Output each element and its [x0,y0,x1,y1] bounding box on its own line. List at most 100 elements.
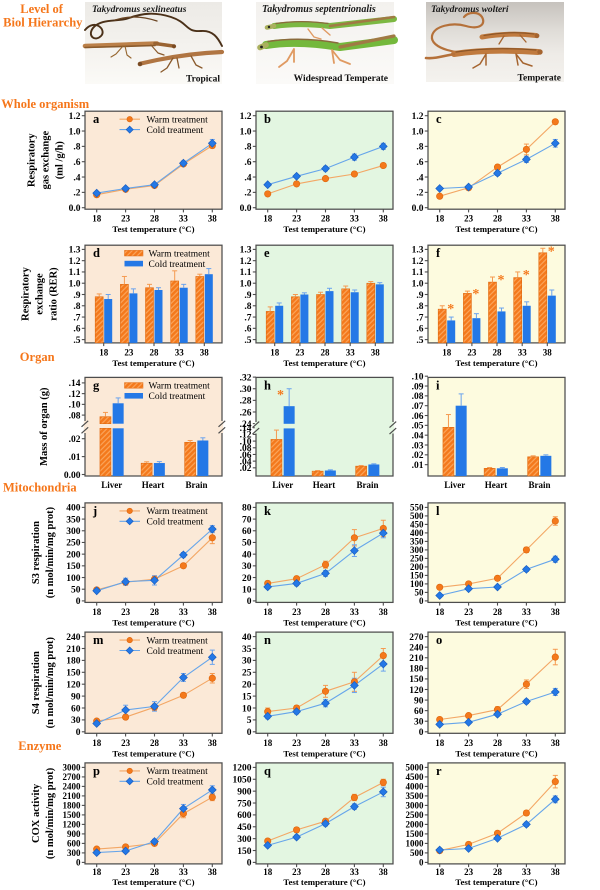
svg-text:38: 38 [379,738,389,748]
svg-text:.5: .5 [244,336,251,346]
svg-text:.12: .12 [240,431,252,441]
svg-text:1.0: 1.0 [240,280,252,290]
svg-text:1200: 1200 [233,764,252,774]
svg-text:.02: .02 [412,451,424,461]
svg-text:60: 60 [242,527,252,537]
svg-text:300: 300 [237,835,252,845]
svg-text:.02: .02 [69,435,81,445]
svg-text:1.3: 1.3 [69,246,81,256]
svg-text:.9: .9 [416,291,423,301]
svg-text:33: 33 [346,347,356,357]
svg-text:40: 40 [242,550,252,560]
svg-text:Test temperature (°C): Test temperature (°C) [112,877,194,887]
svg-text:Cold treatment: Cold treatment [147,126,204,136]
svg-text:2000: 2000 [406,820,425,830]
svg-text:.5: .5 [73,336,80,346]
svg-text:18: 18 [442,347,452,357]
svg-text:38: 38 [379,214,389,224]
svg-text:Test temperature (°C): Test temperature (°C) [283,748,365,758]
svg-text:350: 350 [410,537,424,547]
svg-text:23: 23 [292,607,302,617]
svg-text:0.00: 0.00 [64,471,81,481]
svg-text:.06: .06 [240,451,252,461]
svg-text:o: o [436,633,442,647]
svg-text:3000: 3000 [63,763,82,773]
svg-text:Takydromus septentrionalis: Takydromus septentrionalis [262,4,376,15]
svg-text:33: 33 [518,347,528,357]
svg-text:450: 450 [410,520,424,530]
svg-text:1.2: 1.2 [69,112,81,122]
svg-text:(ml /g/h): (ml /g/h) [55,141,66,180]
svg-text:1500: 1500 [63,810,82,820]
svg-text:.14: .14 [69,379,81,389]
svg-text:38: 38 [551,738,561,748]
svg-text:Heart: Heart [142,480,165,490]
svg-text:S4 respiration: S4 respiration [31,651,42,714]
svg-text:2500: 2500 [406,810,425,820]
svg-text:18: 18 [270,347,280,357]
svg-text:240: 240 [66,633,81,643]
svg-text:.04: .04 [240,457,252,467]
svg-text:23: 23 [124,347,134,357]
svg-text:23: 23 [121,867,131,877]
svg-text:18: 18 [92,738,102,748]
svg-text:33: 33 [179,738,189,748]
svg-text:500: 500 [410,511,424,521]
svg-text:150: 150 [66,562,81,572]
svg-text:23: 23 [464,738,474,748]
svg-text:20: 20 [242,681,252,691]
svg-text:Warm treatment: Warm treatment [147,636,209,646]
svg-text:38: 38 [551,607,561,617]
svg-text:5: 5 [247,716,252,726]
svg-text:38: 38 [371,347,381,357]
svg-text:Cold treatment: Cold treatment [147,518,204,528]
svg-text:1800: 1800 [63,801,82,811]
svg-text:23: 23 [292,738,302,748]
svg-text:.2: .2 [244,189,251,199]
svg-text:15: 15 [242,692,252,702]
svg-text:50: 50 [415,588,425,598]
svg-text:Warm treatment: Warm treatment [149,382,211,392]
svg-text:1000: 1000 [406,839,425,849]
svg-text:60: 60 [71,704,81,714]
svg-text:1.1: 1.1 [412,268,424,278]
svg-text:Widespread Temperate: Widespread Temperate [294,74,388,84]
svg-text:38: 38 [543,347,553,357]
svg-text:90: 90 [414,696,424,706]
svg-text:Organ: Organ [20,350,55,364]
svg-text:30: 30 [242,562,252,572]
svg-text:0: 0 [247,859,252,869]
svg-text:Liver: Liver [444,480,465,490]
svg-text:1.2: 1.2 [412,112,424,122]
svg-text:0.0: 0.0 [412,204,424,214]
svg-text:0: 0 [419,858,424,868]
svg-text:60: 60 [414,707,424,717]
svg-text:1.1: 1.1 [69,268,81,278]
svg-text:3000: 3000 [406,801,425,811]
svg-text:.10: .10 [69,401,81,411]
svg-text:28: 28 [150,607,160,617]
svg-text:23: 23 [464,867,474,877]
svg-text:Test temperature (°C): Test temperature (°C) [112,748,194,758]
svg-text:500: 500 [410,848,424,858]
svg-text:.6: .6 [244,158,251,168]
svg-text:(n mol/min/mg prot): (n mol/min/mg prot) [45,506,56,598]
svg-text:18: 18 [435,607,445,617]
svg-text:.08: .08 [69,411,81,421]
svg-text:.2: .2 [416,189,423,199]
svg-text:(n mol/min/mg prot): (n mol/min/mg prot) [45,637,56,729]
svg-text:28: 28 [150,214,160,224]
svg-text:1.0: 1.0 [69,280,81,290]
svg-text:f: f [436,246,441,260]
svg-text:.6: .6 [73,325,80,335]
svg-text:35: 35 [242,645,252,655]
svg-text:Heart: Heart [313,480,336,490]
svg-text:210: 210 [66,645,81,655]
svg-text:1500: 1500 [406,829,425,839]
svg-text:Test temperature (°C): Test temperature (°C) [283,877,365,887]
svg-text:38: 38 [208,867,218,877]
svg-text:18: 18 [435,738,445,748]
svg-text:1.2: 1.2 [69,257,81,267]
svg-text:Level of: Level of [20,2,64,16]
svg-text:200: 200 [66,550,81,560]
